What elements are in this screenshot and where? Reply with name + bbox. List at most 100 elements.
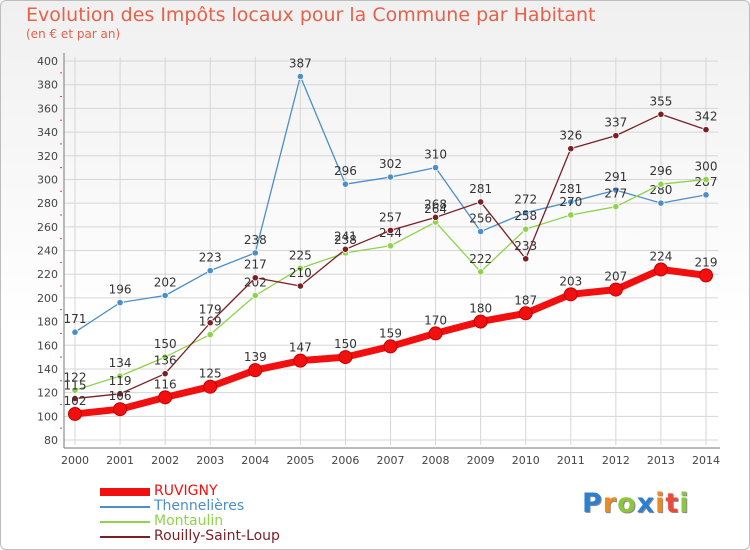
data-label: 222 — [469, 252, 492, 266]
x-tick-label: 2011 — [557, 454, 585, 467]
logo-letter: r — [602, 488, 618, 519]
chart-title: Evolution des Impôts locaux pour la Comm… — [26, 4, 596, 26]
legend-swatch — [100, 488, 150, 496]
data-label: 355 — [649, 94, 672, 108]
data-point — [161, 370, 169, 378]
data-point — [522, 255, 530, 263]
data-label: 219 — [695, 255, 718, 269]
data-label: 187 — [514, 293, 537, 307]
data-point — [563, 287, 578, 302]
data-point — [567, 198, 575, 206]
data-label: 203 — [559, 274, 582, 288]
data-point — [699, 268, 713, 283]
data-point — [657, 199, 665, 207]
x-tick-label: 2014 — [692, 454, 720, 467]
data-label: 196 — [109, 283, 132, 297]
data-point — [386, 173, 395, 181]
line-chart: 80 100 120 140 160 180 200 220 240 260 280 300 320 34… — [37, 53, 720, 467]
data-point — [608, 282, 623, 297]
data-point — [522, 225, 530, 233]
data-point — [702, 126, 710, 134]
data-point — [206, 267, 214, 275]
x-tick-label: 2005 — [286, 454, 314, 467]
y-tick-label: 400 — [37, 55, 58, 68]
data-point — [383, 339, 398, 354]
data-point — [612, 132, 620, 140]
series-thenneli-res: 171 196 202 223 238 387 296 302 310 256 272 281 291 2… — [64, 56, 717, 336]
data-label: 302 — [379, 157, 402, 171]
legend-label: RUVIGNY — [154, 483, 218, 499]
data-label: 264 — [424, 202, 447, 216]
data-label: 225 — [289, 248, 312, 262]
data-label: 171 — [64, 312, 87, 326]
data-label: 342 — [695, 110, 718, 124]
data-label: 296 — [334, 164, 357, 178]
data-point — [518, 306, 533, 321]
data-point — [702, 191, 710, 199]
data-point — [161, 291, 169, 300]
legend-swatch — [100, 506, 150, 508]
y-tick-label: 140 — [37, 363, 58, 376]
data-label: 281 — [469, 182, 492, 196]
data-label: 238 — [334, 233, 357, 247]
data-label: 202 — [154, 276, 177, 290]
data-label: 337 — [604, 116, 627, 130]
data-point — [657, 110, 665, 118]
x-tick-label: 2006 — [331, 454, 359, 467]
data-label: 241 — [334, 229, 357, 243]
data-label: 258 — [514, 209, 537, 223]
data-label: 256 — [469, 212, 492, 226]
y-tick-label: 220 — [37, 268, 58, 281]
data-point — [116, 390, 124, 398]
data-point — [158, 390, 173, 405]
x-tick-label: 2012 — [602, 454, 630, 467]
y-tick-label: 120 — [37, 387, 58, 400]
data-label: 179 — [199, 303, 222, 317]
data-point — [477, 198, 485, 206]
series-rouilly-saint-loup: 115 119 136 179 217 210 241 257 268 281 233 326 337 3… — [64, 94, 718, 403]
data-label: 270 — [559, 195, 582, 209]
data-point — [657, 180, 665, 188]
data-label: 147 — [289, 341, 312, 355]
data-label: 207 — [604, 270, 627, 284]
data-label: 210 — [289, 266, 312, 280]
y-tick-label: 80 — [44, 434, 58, 447]
y-tick-label: 160 — [37, 339, 58, 352]
data-label: 119 — [109, 374, 132, 388]
series-ruvigny: 102 106 116 125 139 147 150 159 170 180 187 203 207 2… — [64, 249, 718, 421]
data-point — [71, 386, 79, 394]
data-point — [161, 353, 169, 361]
data-label: 296 — [649, 164, 672, 178]
data-point — [431, 163, 440, 172]
data-label: 122 — [64, 370, 87, 384]
proxiti-logo: Proxiti — [582, 488, 690, 519]
x-tick-label: 2007 — [377, 454, 405, 467]
data-point — [567, 211, 575, 219]
data-point — [341, 180, 350, 188]
data-point — [386, 242, 395, 250]
data-label: 136 — [154, 354, 177, 368]
data-label: 115 — [64, 379, 87, 393]
y-tick-label: 260 — [37, 221, 58, 234]
chart-subtitle: (en € et par an) — [26, 27, 121, 41]
data-point — [567, 145, 575, 153]
logo-letter: P — [582, 488, 603, 519]
data-label: 125 — [199, 367, 222, 381]
data-point — [68, 406, 82, 421]
data-point — [251, 249, 259, 257]
data-point — [477, 268, 485, 276]
data-point — [71, 394, 79, 403]
logo-letter: t — [665, 488, 680, 519]
y-tick-label: 340 — [37, 126, 58, 139]
legend-label: Rouilly-Saint-Loup — [154, 528, 280, 544]
y-tick-label: 180 — [37, 316, 58, 329]
legend-label: Thennelières — [154, 498, 245, 514]
data-point — [71, 328, 79, 336]
data-label: 217 — [244, 258, 267, 272]
x-tick-label: 2000 — [61, 454, 89, 467]
data-label: 281 — [559, 182, 582, 196]
data-label: 272 — [514, 193, 537, 207]
y-tick-label: 300 — [37, 173, 58, 186]
x-tick-label: 2008 — [422, 454, 450, 467]
